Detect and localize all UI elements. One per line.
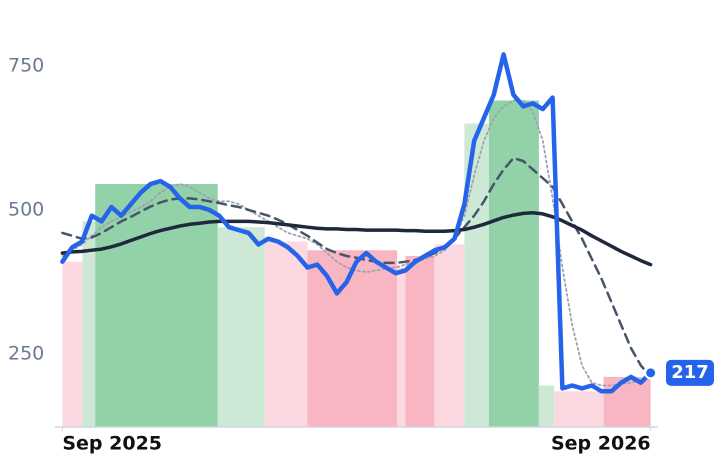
- band: [603, 376, 651, 427]
- band: [554, 391, 604, 427]
- y-tick-label: 250: [8, 342, 44, 364]
- band: [538, 385, 555, 427]
- series-line: [61, 99, 652, 387]
- band: [217, 227, 265, 427]
- x-tick-label: Sep 2026: [551, 433, 651, 455]
- band: [82, 221, 96, 427]
- x-tick-label: Sep 2025: [62, 433, 162, 455]
- value-label: 217: [671, 362, 709, 383]
- band: [397, 267, 406, 427]
- band: [307, 250, 398, 427]
- series-line: [60, 52, 653, 394]
- last-point: [644, 366, 658, 380]
- band: [405, 255, 435, 427]
- band: [62, 261, 83, 427]
- band: [434, 244, 465, 427]
- y-tick-label: 750: [8, 54, 44, 76]
- band: [264, 241, 308, 427]
- y-tick-label: 500: [8, 198, 44, 220]
- series-line: [61, 156, 652, 379]
- value-badge: [666, 359, 714, 386]
- series-line: [60, 211, 653, 267]
- band: [488, 100, 539, 427]
